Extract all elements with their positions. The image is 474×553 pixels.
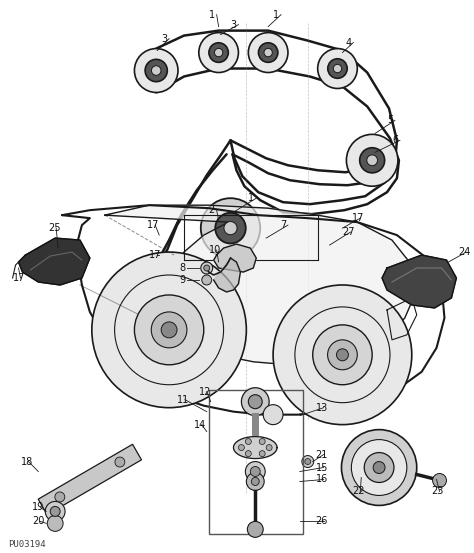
Text: 21: 21 [316, 450, 328, 460]
Text: 26: 26 [316, 517, 328, 526]
Circle shape [246, 451, 251, 457]
Circle shape [328, 340, 357, 370]
Circle shape [346, 134, 398, 186]
Circle shape [259, 451, 265, 457]
Circle shape [135, 295, 204, 365]
Circle shape [337, 349, 348, 361]
Text: 15: 15 [316, 462, 328, 472]
Circle shape [55, 492, 65, 502]
Polygon shape [214, 244, 256, 272]
Circle shape [247, 521, 263, 538]
Text: 10: 10 [209, 245, 221, 255]
Circle shape [248, 33, 288, 72]
Text: 3: 3 [161, 34, 167, 44]
Circle shape [266, 445, 272, 451]
Circle shape [360, 148, 384, 173]
Text: 9: 9 [179, 275, 185, 285]
Text: 17: 17 [352, 213, 365, 223]
Circle shape [246, 472, 264, 491]
Circle shape [305, 458, 311, 465]
Circle shape [367, 135, 377, 145]
Circle shape [47, 515, 63, 531]
Circle shape [333, 64, 342, 72]
Text: 20: 20 [32, 517, 45, 526]
Circle shape [373, 462, 385, 473]
Circle shape [201, 198, 260, 258]
Circle shape [259, 439, 265, 445]
Polygon shape [105, 205, 415, 365]
Circle shape [250, 467, 260, 477]
Circle shape [238, 445, 245, 451]
Circle shape [251, 477, 259, 486]
Text: 6: 6 [392, 135, 398, 145]
Text: 17: 17 [147, 220, 160, 230]
Polygon shape [234, 437, 277, 458]
Circle shape [273, 285, 412, 425]
Polygon shape [214, 258, 240, 292]
Circle shape [151, 312, 187, 348]
Circle shape [50, 507, 60, 517]
Circle shape [215, 213, 246, 243]
Circle shape [214, 48, 223, 57]
Circle shape [145, 59, 167, 82]
Circle shape [201, 262, 213, 274]
Circle shape [46, 502, 65, 521]
Circle shape [302, 456, 314, 467]
Circle shape [241, 388, 269, 416]
Text: 19: 19 [32, 503, 45, 513]
Text: 18: 18 [20, 457, 33, 467]
Text: 7: 7 [280, 220, 286, 230]
Circle shape [433, 473, 447, 487]
Circle shape [313, 325, 372, 385]
Text: PU03194: PU03194 [9, 540, 46, 549]
Circle shape [224, 222, 237, 234]
Text: 27: 27 [342, 227, 355, 237]
Circle shape [263, 405, 283, 425]
Text: 1: 1 [209, 9, 215, 20]
Polygon shape [18, 238, 90, 285]
Circle shape [351, 440, 407, 495]
Text: 3: 3 [230, 20, 237, 30]
Circle shape [367, 155, 377, 166]
Text: 8: 8 [179, 263, 185, 273]
Circle shape [204, 265, 210, 271]
Polygon shape [382, 255, 456, 308]
Circle shape [248, 395, 262, 409]
Circle shape [318, 49, 357, 88]
Circle shape [202, 275, 212, 285]
Bar [209, 390, 303, 534]
Polygon shape [38, 444, 141, 515]
Circle shape [161, 322, 177, 338]
Circle shape [341, 430, 417, 505]
Circle shape [152, 66, 161, 75]
Text: 23: 23 [432, 487, 444, 497]
Circle shape [258, 43, 278, 62]
Text: 13: 13 [316, 403, 328, 413]
Text: 11: 11 [177, 395, 189, 405]
Text: 22: 22 [352, 487, 365, 497]
Circle shape [328, 59, 347, 79]
Text: 2: 2 [209, 205, 215, 215]
Circle shape [135, 49, 178, 92]
Text: 1: 1 [273, 9, 279, 20]
Circle shape [264, 48, 272, 57]
Text: 12: 12 [199, 387, 211, 397]
Text: 17: 17 [13, 273, 25, 283]
Circle shape [199, 33, 238, 72]
Circle shape [246, 462, 265, 482]
Text: 17: 17 [149, 250, 162, 260]
Text: 24: 24 [458, 247, 471, 257]
Circle shape [246, 439, 251, 445]
Circle shape [115, 457, 125, 467]
Text: 14: 14 [194, 420, 206, 430]
Circle shape [209, 43, 228, 62]
Circle shape [92, 252, 246, 408]
Text: 25: 25 [48, 223, 61, 233]
Text: 4: 4 [346, 38, 352, 48]
Text: 1: 1 [248, 193, 255, 203]
Text: 5: 5 [387, 116, 393, 126]
Circle shape [364, 452, 394, 482]
Text: 16: 16 [316, 474, 328, 484]
